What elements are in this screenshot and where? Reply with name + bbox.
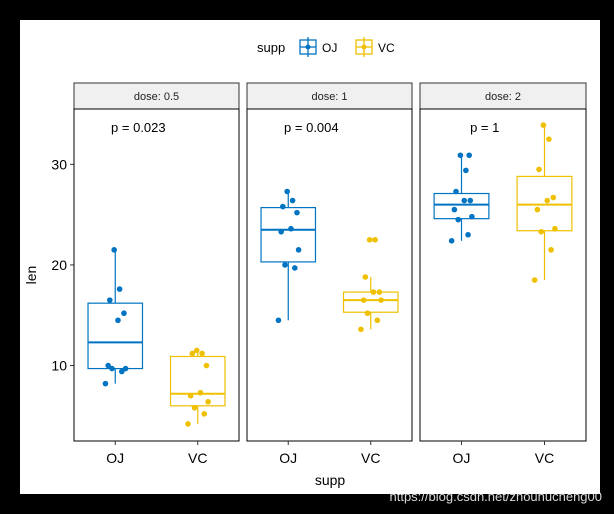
facet-1-vc-point bbox=[193, 347, 200, 354]
y-tick-label-30: 30 bbox=[51, 156, 67, 172]
legend-key-point-vc bbox=[361, 44, 367, 50]
facet-1-oj-point bbox=[121, 310, 127, 317]
facet-1-vc-point bbox=[185, 421, 191, 427]
facet-2-oj-x-tick-label: OJ bbox=[279, 450, 297, 466]
facet-2-p-value: p = 0.004 bbox=[284, 120, 339, 135]
y-axis-label: len bbox=[23, 266, 39, 285]
facet-3-strip-label: dose: 2 bbox=[485, 91, 521, 103]
facet-3-vc-point bbox=[544, 197, 551, 204]
facet-1-oj-point bbox=[116, 286, 123, 292]
facet-3-oj-point bbox=[469, 213, 475, 220]
facet-3-oj-point bbox=[467, 197, 474, 204]
facet-1-oj-point bbox=[102, 380, 109, 387]
facet-1-vc-point bbox=[199, 350, 205, 357]
facet-3-vc-point bbox=[536, 166, 542, 173]
facet-2-vc-point bbox=[376, 289, 383, 295]
facet-1-oj-point bbox=[118, 368, 125, 375]
facet-3-oj-point bbox=[448, 237, 455, 244]
facet-2-vc-box bbox=[342, 291, 399, 313]
facet-3-vc-box bbox=[516, 175, 573, 232]
facet-2-oj-point bbox=[282, 262, 288, 268]
facet-1-oj-point bbox=[115, 317, 121, 324]
facet-1-vc-point bbox=[203, 362, 210, 369]
facet-2-oj-point bbox=[294, 209, 300, 216]
facet-3-oj-point bbox=[455, 216, 462, 223]
facet-3-vc-point bbox=[540, 122, 547, 128]
facet-3-oj-point bbox=[453, 188, 459, 195]
facet-2-oj-point bbox=[275, 317, 282, 324]
facet-2-vc-x-tick-label: VC bbox=[361, 450, 380, 466]
facet-1-vc-point bbox=[191, 405, 198, 411]
facet-3-oj-point bbox=[466, 152, 472, 159]
facet-2-vc-point bbox=[370, 289, 377, 295]
facet-3-panel-border bbox=[419, 108, 587, 442]
facet-2-vc-point bbox=[378, 297, 384, 303]
facet-3-vc-x-tick-label: VC bbox=[535, 450, 554, 466]
facet-1-oj-point bbox=[111, 247, 117, 253]
facet-2-vc-point bbox=[366, 236, 373, 243]
facet-3-oj-box bbox=[433, 192, 490, 220]
facet-2-vc-point bbox=[364, 310, 371, 317]
facet-2-oj-point bbox=[280, 203, 286, 210]
watermark: https://blog.csdn.net/zhouhucheng00 bbox=[389, 489, 603, 504]
facet-1-oj-point bbox=[107, 297, 113, 303]
facet-2-strip-label: dose: 1 bbox=[311, 91, 347, 103]
facet-1-strip-label: dose: 0.5 bbox=[134, 91, 179, 103]
facet-2-oj-point bbox=[289, 197, 296, 204]
facet-3-oj-x-tick-label: OJ bbox=[453, 450, 471, 466]
facet-2-oj-box bbox=[260, 206, 317, 263]
facet-1-vc-point bbox=[197, 389, 204, 396]
facet-1-oj-point bbox=[105, 362, 111, 369]
facet-2-vc-point bbox=[360, 297, 367, 303]
boxplot-chart: supp OJ VC len 10 20 30 dose: 0.5 p = 0.023 OJ VC d… bbox=[23, 37, 587, 488]
legend-label-oj: OJ bbox=[322, 41, 337, 55]
facet-3-vc-point bbox=[550, 194, 557, 201]
facet-2-oj-point bbox=[295, 247, 302, 253]
facet-1-oj-point bbox=[109, 365, 115, 372]
facet-1-oj-x-tick-label: OJ bbox=[106, 450, 124, 466]
facet-3-oj-point bbox=[451, 206, 458, 213]
facet-2-vc-point bbox=[374, 317, 381, 324]
facet-3-vc-point bbox=[538, 228, 545, 235]
legend-key-point-oj bbox=[305, 44, 311, 50]
y-tick-label-10: 10 bbox=[51, 358, 67, 374]
facet-2-vc-point bbox=[358, 326, 364, 333]
facet-2-strip bbox=[246, 82, 413, 110]
facet-2-oj-point bbox=[284, 188, 290, 195]
facet-3-p-value: p = 1 bbox=[470, 120, 499, 135]
y-tick-label-20: 20 bbox=[51, 257, 67, 273]
facet-1-p-value: p = 0.023 bbox=[111, 120, 166, 135]
facet-2-vc-point bbox=[362, 274, 369, 280]
facet-1-vc-point bbox=[201, 411, 208, 417]
facet-1-vc-point bbox=[205, 398, 211, 405]
facet-3-vc-point bbox=[552, 225, 558, 232]
facet-1-vc-point bbox=[189, 350, 196, 357]
facet-1-vc-box bbox=[169, 355, 226, 407]
facet-1-panel-border bbox=[73, 108, 240, 442]
facet-1-strip bbox=[73, 82, 240, 110]
facet-2-oj-point bbox=[288, 225, 294, 232]
facet-2-vc-point bbox=[372, 236, 378, 243]
facet-3-oj-point bbox=[463, 167, 469, 174]
facet-3-oj-point bbox=[465, 231, 471, 238]
facet-1-oj-box bbox=[87, 302, 144, 370]
facet-1-oj-point bbox=[122, 365, 129, 372]
facet-3-strip bbox=[419, 82, 587, 110]
facet-2-oj-point bbox=[291, 265, 298, 271]
facet-3-vc-point bbox=[546, 136, 552, 142]
facet-2-oj-point bbox=[278, 228, 284, 235]
facet-1-vc-x-tick-label: VC bbox=[188, 450, 207, 466]
facet-2-panel-border bbox=[246, 108, 413, 442]
facet-3-vc-point bbox=[548, 247, 554, 253]
facet-3-oj-point bbox=[457, 152, 464, 159]
legend-title: supp bbox=[257, 40, 285, 55]
facet-3-oj-point bbox=[461, 197, 468, 204]
plot-canvas: supp OJ VC len 10 20 30 dose: 0.5 p = 0.023 OJ VC d… bbox=[20, 20, 600, 494]
facet-3-vc-point bbox=[531, 277, 538, 283]
legend-label-vc: VC bbox=[378, 41, 395, 55]
x-axis-label: supp bbox=[315, 472, 346, 488]
facet-1-vc-point bbox=[187, 392, 194, 399]
facet-3-vc-point bbox=[534, 206, 541, 213]
